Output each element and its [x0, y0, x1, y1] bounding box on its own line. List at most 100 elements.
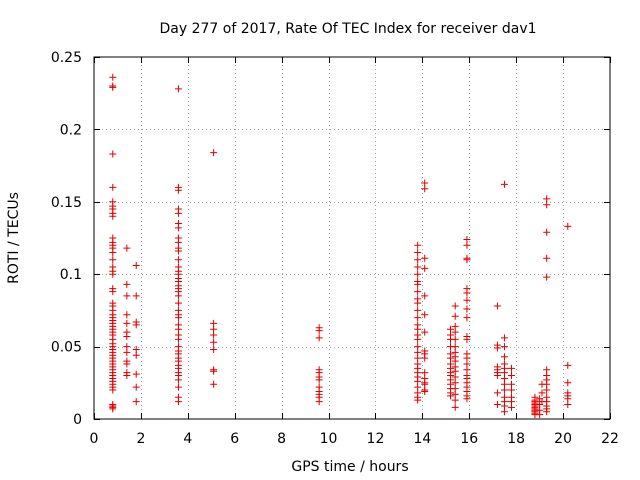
data-point	[463, 395, 471, 403]
data-point	[123, 280, 131, 288]
data-point	[109, 212, 117, 220]
data-point	[123, 332, 131, 340]
x-tick-label: 10	[320, 431, 338, 447]
x-tick-label: 2	[136, 431, 145, 447]
data-point	[132, 262, 140, 270]
data-point	[123, 319, 131, 327]
x-tick-label: 14	[413, 431, 431, 447]
data-point	[543, 408, 551, 416]
data-point	[447, 392, 455, 400]
data-point	[210, 367, 218, 375]
y-tick-label: 0.2	[60, 122, 82, 138]
x-tick-label: 8	[277, 431, 286, 447]
data-point	[174, 186, 182, 194]
data-point	[109, 248, 117, 256]
data-point	[463, 296, 471, 304]
data-point	[414, 241, 422, 249]
data-point	[123, 311, 131, 319]
data-point	[500, 408, 508, 416]
data-point	[463, 241, 471, 249]
data-point	[315, 327, 323, 335]
data-point	[174, 85, 182, 93]
data-point	[109, 386, 117, 394]
data-point	[109, 83, 117, 91]
data-point	[109, 183, 117, 191]
data-point	[451, 403, 459, 411]
x-tick-label: 16	[460, 431, 478, 447]
data-points	[109, 73, 572, 419]
data-point	[538, 398, 546, 406]
data-point	[123, 244, 131, 252]
x-tick-labels: 0 2 4 6 8 10 12 14 16 18 20 22	[90, 431, 619, 447]
data-point	[174, 247, 182, 255]
data-point	[543, 201, 551, 209]
data-point	[123, 360, 131, 368]
data-point	[538, 389, 546, 397]
data-point	[543, 273, 551, 281]
data-point	[500, 343, 508, 351]
data-point	[414, 280, 422, 288]
data-point	[500, 353, 508, 361]
data-point	[174, 299, 182, 307]
y-tick-label: 0	[73, 412, 82, 428]
data-point	[421, 387, 429, 395]
data-point	[210, 331, 218, 339]
data-point	[414, 248, 422, 256]
data-point	[451, 312, 459, 320]
data-point	[109, 405, 117, 413]
data-point	[132, 292, 140, 300]
data-point	[493, 389, 501, 397]
data-point	[123, 348, 131, 356]
x-tick-label: 18	[507, 431, 525, 447]
data-point	[109, 150, 117, 158]
plot-frame	[93, 56, 611, 420]
data-point	[414, 314, 422, 322]
data-point	[414, 299, 422, 307]
data-point	[507, 386, 515, 394]
x-tick-label: 20	[554, 431, 572, 447]
data-point	[109, 73, 117, 81]
data-point	[109, 288, 117, 296]
data-point	[132, 321, 140, 329]
data-point	[451, 302, 459, 310]
data-point	[132, 383, 140, 391]
y-tick-label: 0.15	[51, 195, 82, 211]
data-point	[174, 398, 182, 406]
data-point	[174, 383, 182, 391]
data-point	[564, 379, 572, 387]
x-tick-label: 4	[183, 431, 192, 447]
data-point	[421, 328, 429, 336]
data-point	[493, 344, 501, 352]
data-point	[315, 376, 323, 384]
data-point	[123, 292, 131, 300]
data-point	[564, 401, 572, 409]
data-point	[507, 372, 515, 380]
axis-ticks	[94, 57, 611, 420]
data-point	[414, 306, 422, 314]
data-point	[421, 354, 429, 362]
data-point	[463, 305, 471, 313]
data-point	[174, 314, 182, 322]
data-point	[315, 398, 323, 406]
data-point	[414, 288, 422, 296]
data-point	[421, 185, 429, 193]
x-tick-label: 0	[90, 431, 99, 447]
data-point	[210, 338, 218, 346]
data-point	[414, 270, 422, 278]
data-point	[174, 209, 182, 217]
data-point	[174, 335, 182, 343]
data-point	[123, 372, 131, 380]
data-point	[500, 334, 508, 342]
data-point	[421, 292, 429, 300]
data-point	[463, 335, 471, 343]
data-point	[174, 376, 182, 384]
y-tick-label: 0.25	[51, 50, 82, 66]
data-point	[210, 149, 218, 157]
data-point	[414, 335, 422, 343]
data-point	[543, 386, 551, 394]
data-point	[421, 254, 429, 262]
data-point	[543, 228, 551, 236]
data-point	[132, 398, 140, 406]
y-tick-label: 0.1	[60, 267, 82, 283]
data-point	[109, 270, 117, 278]
